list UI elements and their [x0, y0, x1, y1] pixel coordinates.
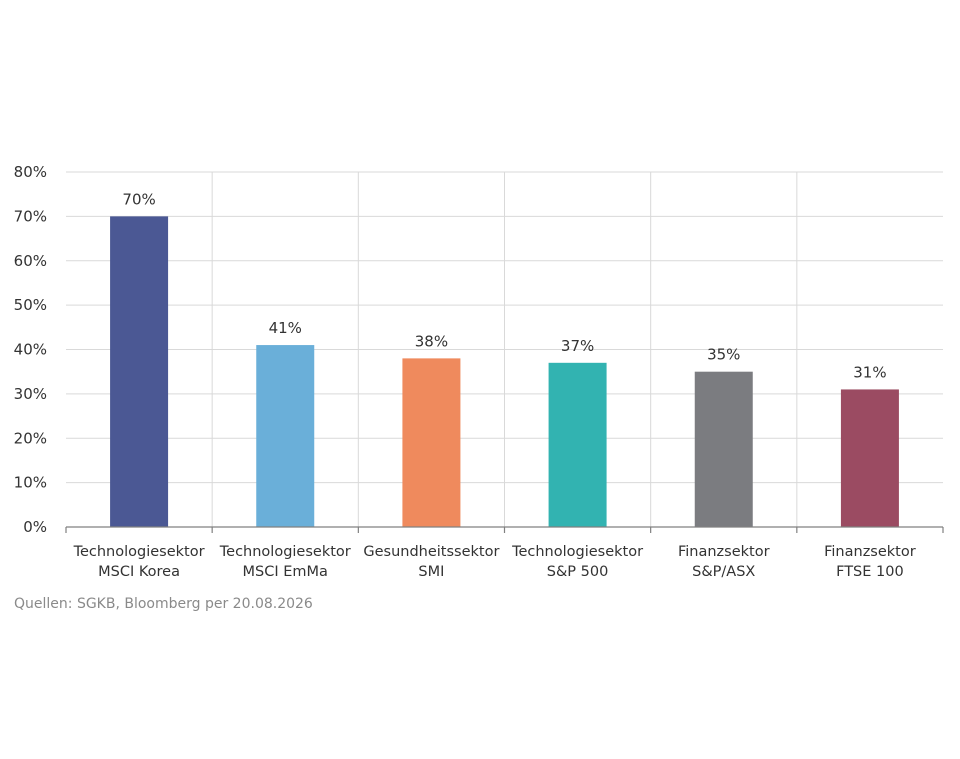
y-tick-label: 20%	[14, 429, 47, 447]
bar	[402, 358, 461, 527]
bar	[694, 371, 753, 527]
data-label: 37%	[561, 337, 594, 355]
data-label: 41%	[269, 319, 302, 337]
data-label: 70%	[122, 190, 155, 208]
y-tick-label: 80%	[14, 163, 47, 181]
x-tick-label: MSCI EmMa	[243, 564, 328, 580]
y-tick-label: 30%	[14, 385, 47, 403]
source-note: Quellen: SGKB, Bloomberg per 20.08.2026	[14, 596, 313, 612]
y-tick-label: 40%	[14, 341, 47, 359]
x-tick-label: Technologiesektor	[219, 544, 351, 560]
x-tick-label: Finanzsektor	[678, 544, 770, 560]
x-tick-label: Technologiesektor	[73, 544, 205, 560]
x-tick-label: MSCI Korea	[98, 564, 180, 580]
x-tick-label: S&P 500	[547, 564, 609, 580]
x-tick-label: FTSE 100	[836, 564, 904, 580]
data-label: 38%	[415, 332, 448, 350]
y-tick-label: 50%	[14, 296, 47, 314]
y-tick-label: 70%	[14, 207, 47, 225]
data-label: 35%	[707, 346, 740, 364]
bar	[256, 345, 315, 527]
bar	[110, 216, 169, 527]
data-label: 31%	[853, 363, 886, 381]
bar	[840, 389, 899, 527]
x-tick-label: SMI	[418, 564, 444, 580]
x-tick-label: Technologiesektor	[511, 544, 643, 560]
bar	[548, 362, 607, 527]
x-tick-label: Finanzsektor	[824, 544, 916, 560]
y-tick-label: 10%	[14, 474, 47, 492]
x-tick-label: Gesundheitssektor	[363, 544, 499, 560]
y-tick-label: 0%	[23, 518, 47, 536]
y-tick-label: 60%	[14, 252, 47, 270]
x-tick-label: S&P/ASX	[692, 564, 755, 580]
